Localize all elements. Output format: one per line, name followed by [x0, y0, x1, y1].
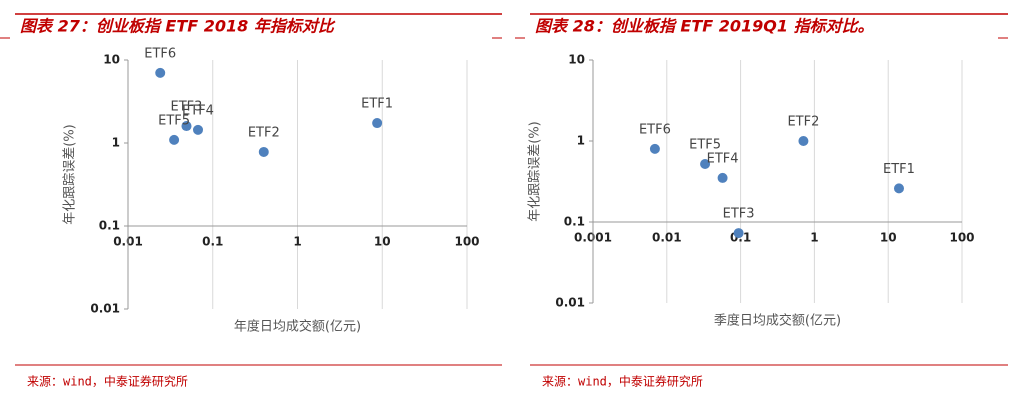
y-tick-label: 0.1: [564, 215, 585, 229]
point: [258, 146, 269, 157]
point-label: ETF2: [787, 115, 819, 130]
x-axis-title: 季度日均成交额(亿元): [714, 313, 841, 329]
point-label: ETF6: [144, 46, 176, 61]
y-tick-label: 0.1: [99, 219, 120, 233]
point: [155, 67, 166, 78]
y-tick-label: 0.01: [90, 302, 120, 316]
point-label: ETF3: [171, 100, 203, 115]
x-tick-label: 10: [374, 235, 391, 249]
x-tick-label: 100: [454, 235, 479, 249]
point: [181, 121, 192, 132]
y-axis-title: 年化跟踪误差(%): [63, 124, 78, 225]
point-label: ETF2: [248, 125, 280, 140]
point-label: ETF5: [158, 113, 190, 128]
point-label: ETF5: [689, 138, 721, 153]
point: [717, 172, 728, 183]
chart-title: 图表 27：创业板指 ETF 2018 年指标对比: [20, 17, 336, 36]
y-tick-label: 1: [577, 134, 585, 148]
source-note: 来源：wind，中泰证券研究所: [27, 374, 188, 389]
point-label: ETF1: [883, 162, 915, 177]
x-tick-label: 10: [880, 231, 897, 245]
point: [193, 124, 204, 135]
point-label: ETF6: [639, 122, 671, 137]
point: [649, 143, 660, 154]
point-label: ETF4: [182, 103, 214, 118]
x-tick-label: 0.01: [652, 231, 682, 245]
point: [372, 118, 383, 129]
y-tick-label: 10: [103, 53, 120, 67]
x-tick-label: 1: [293, 235, 301, 249]
x-tick-label: 0.1: [202, 235, 223, 249]
y-tick-label: 10: [568, 53, 585, 67]
point: [798, 136, 809, 146]
point-label: ETF1: [361, 97, 393, 112]
y-tick-label: 0.01: [555, 296, 585, 310]
x-tick-label: 1: [810, 231, 818, 245]
point-label: ETF3: [723, 207, 755, 222]
x-tick-label: 100: [949, 231, 974, 245]
y-axis-title: 年化跟踪误差(%): [528, 121, 543, 222]
y-tick-label: 1: [112, 136, 120, 150]
source-note: 来源：wind，中泰证券研究所: [542, 374, 703, 389]
x-axis-title: 年度日均成交额(亿元): [234, 319, 361, 335]
point: [169, 134, 180, 145]
point: [733, 228, 744, 239]
chart-title: 图表 28：创业板指 ETF 2019Q1 指标对比。: [535, 17, 874, 36]
point: [700, 159, 711, 170]
point: [893, 183, 904, 194]
point-label: ETF4: [707, 151, 739, 166]
